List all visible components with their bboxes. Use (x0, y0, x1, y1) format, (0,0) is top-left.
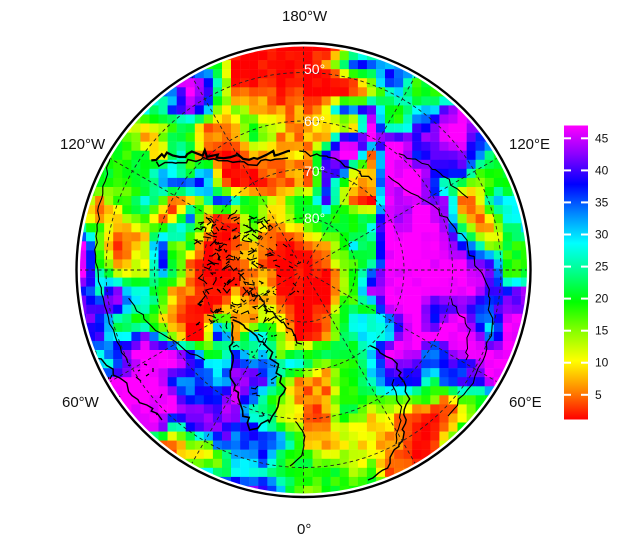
svg-text:0°: 0° (297, 521, 311, 538)
svg-text:60°E: 60°E (509, 394, 542, 411)
svg-text:60°W: 60°W (62, 394, 100, 411)
svg-text:180°W: 180°W (282, 8, 328, 25)
svg-text:10: 10 (595, 356, 609, 370)
svg-text:20: 20 (595, 292, 609, 306)
svg-text:40: 40 (595, 163, 609, 177)
svg-text:25: 25 (595, 260, 609, 274)
svg-text:120°E: 120°E (509, 136, 550, 153)
svg-text:70°: 70° (304, 163, 325, 179)
svg-text:80°: 80° (304, 210, 325, 226)
svg-text:15: 15 (595, 324, 609, 338)
svg-text:120°W: 120°W (60, 136, 106, 153)
svg-text:50°: 50° (304, 61, 325, 77)
svg-text:5: 5 (595, 388, 602, 402)
svg-text:30: 30 (595, 228, 609, 242)
svg-text:60°: 60° (304, 113, 325, 129)
svg-text:45: 45 (595, 131, 609, 145)
svg-text:35: 35 (595, 195, 609, 209)
